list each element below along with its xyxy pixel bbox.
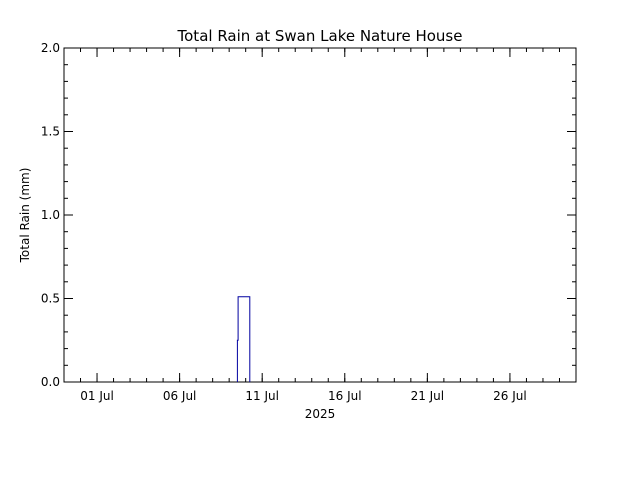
series-layer xyxy=(236,296,251,382)
plot-frame xyxy=(63,47,577,383)
y-tick-label: 0.0 xyxy=(41,375,60,389)
y-axis-label: Total Rain (mm) xyxy=(18,168,32,264)
x-axis-label: 2025 xyxy=(305,407,336,421)
x-tick-label: 06 Jul xyxy=(163,389,197,403)
y-tick-label: 2.0 xyxy=(41,41,60,55)
x-tick-label: 11 Jul xyxy=(245,389,279,403)
y-tick-labels: 0.0 0.5 1.0 1.5 2.0 xyxy=(41,41,60,389)
x-tick-label: 16 Jul xyxy=(328,389,362,403)
y-tick-label: 1.0 xyxy=(41,208,60,222)
series-line xyxy=(236,296,251,382)
x-tick-labels: 01 Jul 06 Jul 11 Jul 16 Jul 21 Jul 26 Jul xyxy=(80,389,526,403)
y-tick-label: 1.5 xyxy=(41,125,60,139)
chart-title: Total Rain at Swan Lake Nature House xyxy=(177,27,463,45)
x-tick-label: 26 Jul xyxy=(493,389,527,403)
axis-ticks xyxy=(63,47,577,383)
x-tick-label: 21 Jul xyxy=(411,389,445,403)
y-tick-label: 0.5 xyxy=(41,292,60,306)
x-tick-label: 01 Jul xyxy=(80,389,114,403)
